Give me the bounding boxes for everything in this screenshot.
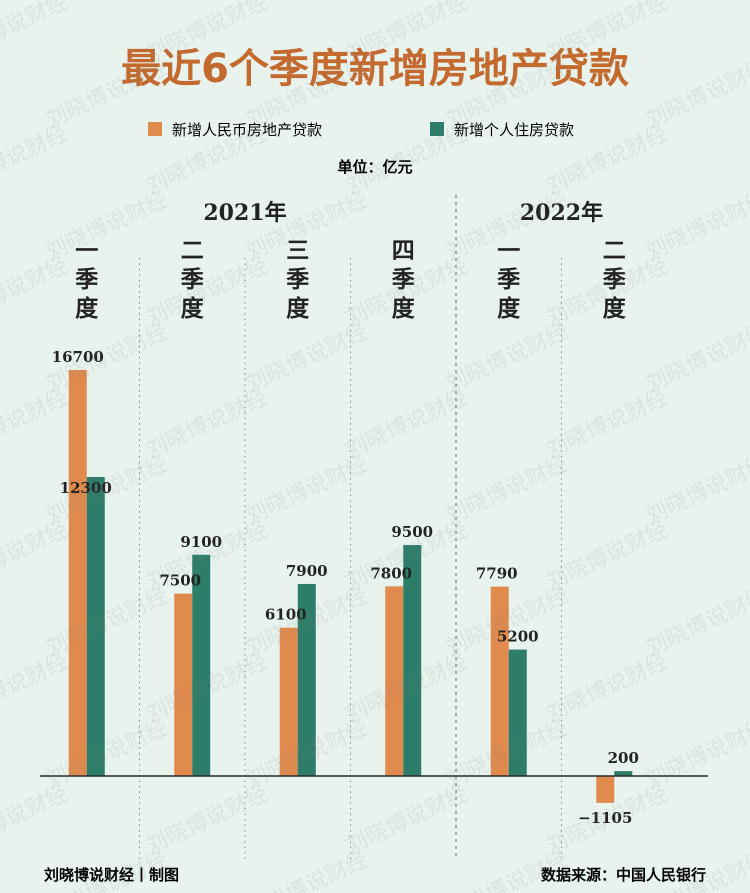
value-label: 9100 — [180, 533, 222, 551]
bar-series1 — [279, 627, 298, 776]
legend: 新增人民币房地产贷款 新增个人住房贷款 — [148, 121, 574, 139]
value-label: 9500 — [391, 523, 433, 541]
value-label: 200 — [608, 749, 639, 767]
category-label: 一季度 — [75, 238, 99, 322]
category-label: 二季度 — [181, 238, 205, 322]
value-label: 5200 — [497, 628, 539, 646]
quarter-dividers — [139, 195, 562, 860]
bar-series2 — [86, 476, 105, 776]
category-label: 二季度 — [603, 238, 627, 322]
bar-series1 — [174, 593, 193, 776]
value-label: 7500 — [159, 572, 201, 590]
category-labels: 一季度 二季度 三季度 四季度 一季度 二季度 — [75, 238, 627, 322]
value-label: 7900 — [286, 562, 328, 580]
value-label: 16700 — [52, 348, 104, 366]
bar-series2 — [297, 583, 316, 776]
category-label: 一季度 — [497, 238, 521, 322]
legend-swatch-series1 — [148, 122, 162, 136]
value-label: 6100 — [265, 606, 307, 624]
chart-title: 最近6个季度新增房地产贷款 — [121, 46, 629, 92]
value-labels: 16700 12300 7500 9100 6100 7900 7800 9500 7790 52… — [52, 348, 639, 827]
category-label: 三季度 — [286, 238, 310, 322]
bar-series1 — [596, 776, 615, 803]
value-label: 12300 — [60, 479, 112, 497]
value-label: −1105 — [578, 809, 632, 827]
unit-label: 单位：亿元 — [337, 158, 412, 176]
year-label: 2022年 — [520, 200, 603, 226]
footer-source: 数据来源：中国人民银行 — [541, 866, 706, 884]
legend-label-series1: 新增人民币房地产贷款 — [172, 121, 322, 139]
bar-series1 — [68, 370, 87, 776]
bar-series1 — [385, 586, 404, 776]
bar-series2 — [403, 545, 422, 776]
legend-swatch-series2 — [430, 122, 444, 136]
year-labels: 2021年 2022年 — [203, 200, 603, 226]
legend-label-series2: 新增个人住房贷款 — [454, 121, 574, 139]
bars — [68, 370, 633, 803]
bar-series1 — [490, 586, 509, 776]
year-label: 2021年 — [203, 200, 286, 226]
bar-series2 — [614, 771, 633, 776]
footer-credit: 刘晓博说财经丨制图 — [44, 866, 179, 884]
bar-series2 — [508, 649, 527, 776]
bar-series2 — [192, 554, 211, 776]
value-label: 7790 — [476, 565, 518, 583]
value-label: 7800 — [370, 564, 412, 582]
category-label: 四季度 — [392, 238, 416, 322]
